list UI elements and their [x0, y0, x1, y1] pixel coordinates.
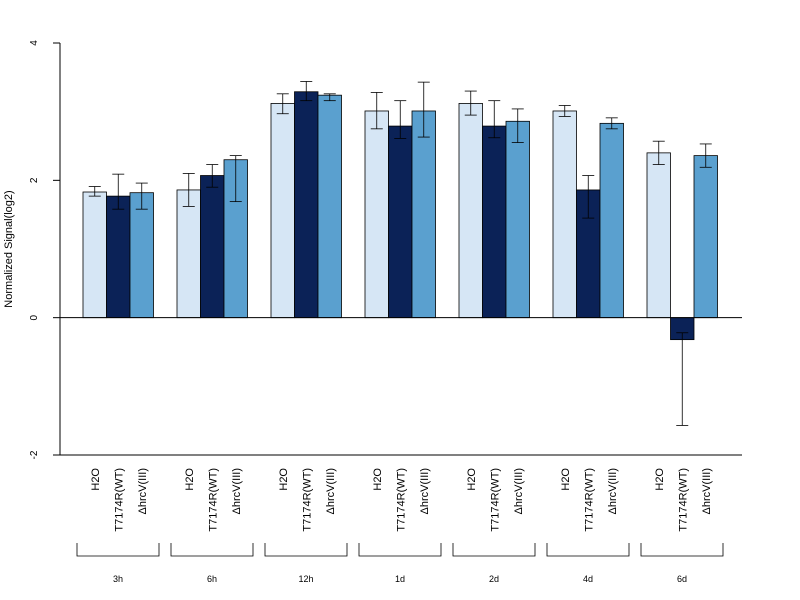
bar — [482, 125, 507, 319]
error-bars-layer — [88, 81, 712, 426]
y-axis: -2 0 2 4 — [29, 40, 61, 459]
bar — [317, 94, 342, 319]
y-tick-label: 2 — [29, 177, 40, 183]
group-label: 2d — [489, 574, 499, 584]
bar — [411, 110, 436, 319]
y-tick-label: 4 — [29, 40, 40, 46]
group-bracket — [76, 543, 160, 557]
group-bracket — [264, 543, 348, 557]
group-bracket — [170, 543, 254, 557]
y-axis-label: Normalized Signal(log2) — [3, 190, 15, 307]
bar — [294, 91, 319, 319]
category-label: ΔhrcV(III) — [419, 468, 431, 514]
y-tick-label: -2 — [29, 450, 40, 459]
category-label: H2O — [560, 468, 572, 491]
group-label: 6d — [677, 574, 687, 584]
category-label: T7174R(WT) — [489, 468, 501, 532]
category-label: H2O — [372, 468, 384, 491]
category-label: ΔhrcV(III) — [137, 468, 149, 514]
bar — [458, 103, 483, 319]
category-label: ΔhrcV(III) — [513, 468, 525, 514]
bars-layer — [82, 91, 718, 341]
category-label: H2O — [184, 468, 196, 491]
category-label: H2O — [90, 468, 102, 491]
bar — [106, 195, 131, 319]
group-bracket — [640, 543, 724, 557]
group-label: 3h — [113, 574, 123, 584]
bar — [200, 175, 225, 319]
group-label: 1d — [395, 574, 405, 584]
group-bracket — [358, 543, 442, 557]
bar — [505, 120, 530, 319]
bar — [552, 110, 577, 319]
bar — [646, 152, 671, 319]
bar — [129, 192, 154, 319]
group-label: 4d — [583, 574, 593, 584]
category-label: T7174R(WT) — [395, 468, 407, 532]
group-labels: 3h 6h 12h 1d 2d 4d 6d — [76, 543, 724, 584]
y-tick-label: 0 — [29, 314, 40, 320]
bar — [693, 155, 718, 319]
category-label: ΔhrcV(III) — [231, 468, 243, 514]
group-bracket — [546, 543, 630, 557]
bar — [270, 103, 295, 319]
category-label: T7174R(WT) — [301, 468, 313, 532]
bar — [364, 110, 389, 319]
group-label: 6h — [207, 574, 217, 584]
group-label: 12h — [298, 574, 313, 584]
bar — [388, 125, 413, 319]
bar — [599, 122, 624, 319]
category-label: T7174R(WT) — [207, 468, 219, 532]
category-label: ΔhrcV(III) — [325, 468, 337, 514]
category-labels: H2O T7174R(WT) ΔhrcV(III) H2O T7174R(WT) Δhrc… — [90, 468, 713, 532]
axes-lines — [60, 317, 742, 456]
category-label: H2O — [466, 468, 478, 491]
category-label: ΔhrcV(III) — [701, 468, 713, 514]
category-label: T7174R(WT) — [677, 468, 689, 532]
category-label: ΔhrcV(III) — [607, 468, 619, 514]
category-label: T7174R(WT) — [583, 468, 595, 532]
bar — [176, 189, 201, 319]
group-bracket — [452, 543, 536, 557]
category-label: H2O — [278, 468, 290, 491]
category-label: T7174R(WT) — [113, 468, 125, 532]
bar — [82, 191, 107, 319]
category-label: H2O — [654, 468, 666, 491]
